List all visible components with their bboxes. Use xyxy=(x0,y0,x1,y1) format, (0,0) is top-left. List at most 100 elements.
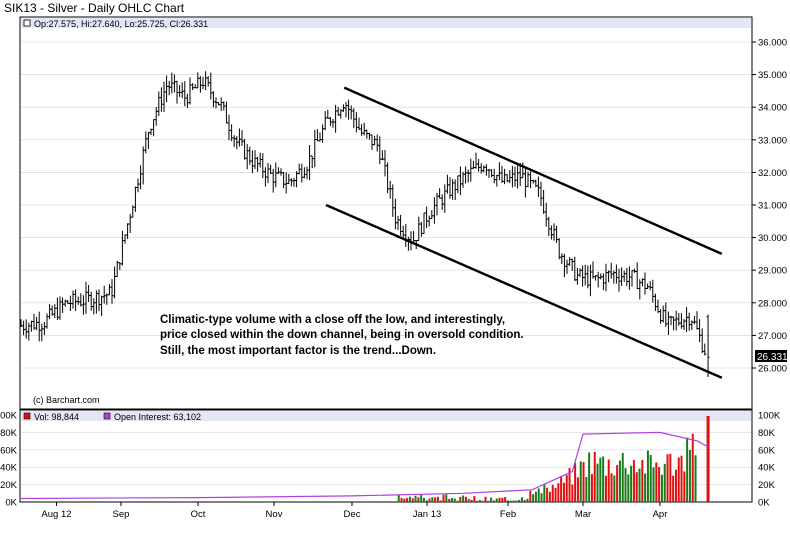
last-price-label: 26.331 xyxy=(757,352,788,363)
price-legend-swatch xyxy=(23,19,31,27)
price-tick-label: 30.000 xyxy=(758,233,787,244)
volume-tick-label-left: 100K xyxy=(0,411,18,422)
price-tick-label: 31.000 xyxy=(758,201,787,212)
volume-tick-label-left: 40K xyxy=(0,463,18,474)
volume-bar xyxy=(691,433,694,502)
volume-tick-label-right: 40K xyxy=(758,463,776,474)
volume-bar xyxy=(414,495,417,502)
last-price-tag xyxy=(755,350,787,362)
volume-bars xyxy=(397,416,710,502)
volume-bar xyxy=(403,498,406,502)
volume-bar xyxy=(669,453,672,502)
volume-bar xyxy=(400,497,403,502)
volume-tick-label-left: 0K xyxy=(5,498,17,509)
price-tick-label: 27.000 xyxy=(758,331,787,342)
price-tick-label: 32.000 xyxy=(758,168,787,179)
volume-bar xyxy=(672,475,675,502)
volume-tick-label-right: 60K xyxy=(758,445,776,456)
volume-tick-label-right: 80K xyxy=(758,428,776,439)
oi-legend-swatch xyxy=(103,412,111,420)
volume-bar xyxy=(666,454,669,502)
x-axis: Aug 12 Sep Oct Nov Dec Jan 13 Feb Mar Apr xyxy=(41,502,667,520)
volume-bar xyxy=(644,473,647,502)
volume-bar xyxy=(574,462,577,502)
price-tick-label: 28.000 xyxy=(758,298,787,309)
volume-bar xyxy=(445,494,448,502)
volume-bar xyxy=(585,476,588,502)
volume-bar xyxy=(652,467,655,502)
volume-bar xyxy=(431,497,434,502)
volume-bar xyxy=(686,437,689,502)
volume-bar xyxy=(613,475,616,502)
volume-bar xyxy=(406,498,409,502)
volume-bar xyxy=(602,456,605,502)
price-tick-label: 33.000 xyxy=(758,135,787,146)
volume-bar xyxy=(476,500,479,502)
volume-bar xyxy=(627,474,630,502)
volume-bar xyxy=(677,457,680,502)
chart-title: SIK13 - Silver - Daily OHLC Chart xyxy=(4,1,185,15)
volume-bar xyxy=(618,460,621,502)
volume-bar xyxy=(630,465,633,502)
ohlc-bars xyxy=(19,71,710,377)
price-tick-label: 26.000 xyxy=(758,364,787,375)
volume-bar xyxy=(498,497,501,502)
volume-bar xyxy=(624,468,627,502)
volume-tick-label-left: 60K xyxy=(0,445,18,456)
volume-bar xyxy=(694,455,697,502)
volume-bar xyxy=(548,491,551,502)
x-tick-label: Jan 13 xyxy=(413,509,442,520)
volume-bar xyxy=(593,451,596,502)
volume-bar xyxy=(487,500,490,502)
credit: (c) Barchart.com xyxy=(33,395,100,405)
volume-bar xyxy=(422,497,425,502)
channel-lower-line xyxy=(325,203,723,379)
volume-bar xyxy=(546,487,549,502)
price-tick-label: 29.000 xyxy=(758,266,787,277)
volume-bar xyxy=(504,497,507,502)
volume-bar xyxy=(635,472,638,502)
volume-bar xyxy=(506,500,509,502)
volume-bar xyxy=(512,500,515,502)
price-legend-band xyxy=(21,18,751,28)
volume-bar xyxy=(453,498,456,502)
trend-channel xyxy=(325,86,723,379)
volume-bar xyxy=(680,455,683,502)
volume-bar xyxy=(590,474,593,502)
price-grid xyxy=(21,41,751,369)
annotation-line-3: Still, the most important factor is the … xyxy=(160,345,436,357)
x-tick-label: Mar xyxy=(575,509,591,520)
volume-bar xyxy=(562,482,565,502)
volume-bar xyxy=(411,498,414,502)
volume-bar xyxy=(579,461,582,502)
volume-bar xyxy=(473,496,476,502)
volume-bar xyxy=(518,500,521,502)
volume-bar xyxy=(420,495,423,502)
volume-bar xyxy=(616,465,619,502)
volume-bar xyxy=(450,498,453,502)
volume-grid xyxy=(21,432,751,485)
volume-bar xyxy=(568,468,571,502)
volume-bar xyxy=(408,496,411,502)
volume-bar xyxy=(621,452,624,502)
volume-bar xyxy=(470,499,473,502)
volume-bar xyxy=(478,499,481,502)
volume-tick-label-left: 20K xyxy=(0,480,18,491)
annotation-line-2: price closed within the down channel, be… xyxy=(160,329,524,341)
volume-bar xyxy=(459,496,462,502)
volume-bar xyxy=(501,497,504,502)
volume-bar xyxy=(540,493,543,502)
volume-bar xyxy=(515,500,518,502)
volume-tick-label-right: 0K xyxy=(758,498,770,509)
volume-bar xyxy=(442,494,445,502)
volume-bar xyxy=(658,467,661,502)
volume-bar xyxy=(526,498,529,502)
volume-bar xyxy=(456,500,459,502)
oi-legend: Open Interest: 63,102 xyxy=(114,412,201,422)
volume-bar xyxy=(425,500,428,502)
volume-bar xyxy=(439,500,442,502)
volume-bar xyxy=(436,496,439,502)
price-tick-label: 35.000 xyxy=(758,70,787,81)
open-interest-line xyxy=(20,431,709,500)
vol-legend: Vol: 98,844 xyxy=(34,412,79,422)
